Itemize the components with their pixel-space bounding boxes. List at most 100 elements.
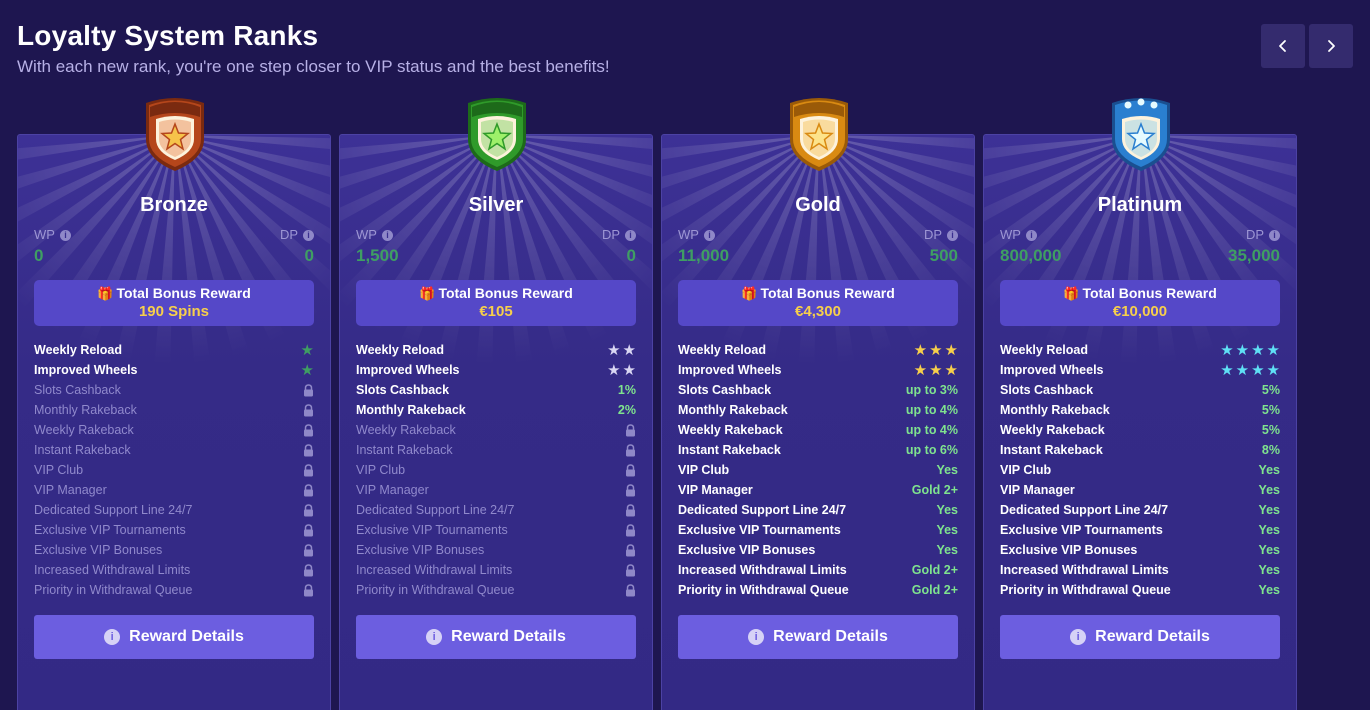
benefit-row: Priority in Withdrawal Queue Yes bbox=[1000, 580, 1280, 600]
reward-details-label: Reward Details bbox=[1095, 628, 1210, 645]
benefit-value: 5% bbox=[1261, 423, 1280, 437]
benefit-name: VIP Club bbox=[678, 463, 730, 477]
wp-label-text: WP bbox=[356, 227, 377, 242]
benefit-row: Increased Withdrawal Limits bbox=[356, 560, 636, 580]
benefit-name: Priority in Withdrawal Queue bbox=[356, 583, 515, 597]
lock-icon bbox=[626, 503, 635, 516]
benefit-value: Yes bbox=[936, 463, 958, 477]
total-bonus-label: 🎁 Total Bonus Reward bbox=[1000, 285, 1280, 302]
dp-value: 0 bbox=[304, 246, 314, 265]
benefit-name: Exclusive VIP Tournaments bbox=[678, 523, 841, 537]
benefit-row: Improved Wheels ★ ★ ★ bbox=[678, 360, 958, 380]
benefit-name: Instant Rakeback bbox=[34, 443, 131, 457]
info-icon: i bbox=[1070, 629, 1087, 645]
info-icon[interactable]: i bbox=[703, 229, 715, 241]
wp-label-text: WP bbox=[34, 227, 55, 242]
benefit-name: VIP Club bbox=[1000, 463, 1052, 477]
benefit-name: Priority in Withdrawal Queue bbox=[678, 583, 849, 597]
info-icon[interactable]: i bbox=[1025, 229, 1037, 241]
info-icon[interactable]: i bbox=[59, 229, 71, 241]
star-icon: ★ bbox=[300, 361, 314, 379]
benefit-name: Increased Withdrawal Limits bbox=[678, 563, 847, 577]
benefit-row: Priority in Withdrawal Queue bbox=[34, 580, 314, 600]
benefit-row: VIP Manager bbox=[34, 480, 314, 500]
star-icon: ★ bbox=[1251, 361, 1265, 379]
dp-value: 35,000 bbox=[1228, 246, 1280, 265]
benefit-name: Slots Cashback bbox=[678, 383, 772, 397]
dp-block: DP i 0 bbox=[602, 227, 636, 266]
star-icon: ★ bbox=[300, 341, 314, 359]
wp-value: 11,000 bbox=[678, 246, 730, 265]
points-row: WP i 800,000 DP i 35,000 bbox=[1000, 227, 1280, 266]
benefit-name: Priority in Withdrawal Queue bbox=[1000, 583, 1171, 597]
benefit-row: Exclusive VIP Tournaments Yes bbox=[1000, 520, 1280, 540]
benefit-value: Yes bbox=[936, 503, 958, 517]
info-icon[interactable]: i bbox=[625, 229, 636, 241]
prev-button[interactable] bbox=[1261, 24, 1305, 68]
stars-rating: ★ ★ bbox=[607, 363, 636, 378]
info-icon[interactable]: i bbox=[381, 229, 393, 241]
benefit-row: Exclusive VIP Bonuses bbox=[356, 540, 636, 560]
reward-details-button[interactable]: i Reward Details bbox=[356, 615, 636, 659]
benefit-name: Exclusive VIP Bonuses bbox=[34, 543, 163, 557]
info-icon[interactable]: i bbox=[1269, 229, 1280, 241]
wp-value: 1,500 bbox=[356, 246, 399, 265]
benefit-value: Yes bbox=[1258, 543, 1280, 557]
page-header: Loyalty System Ranks With each new rank,… bbox=[17, 20, 610, 78]
benefit-name: Exclusive VIP Tournaments bbox=[356, 523, 508, 537]
stars-rating: ★ bbox=[301, 363, 314, 378]
benefit-name: Increased Withdrawal Limits bbox=[34, 563, 191, 577]
benefit-row: Weekly Reload ★ ★ ★ bbox=[678, 340, 958, 360]
benefit-row: Dedicated Support Line 24/7 Yes bbox=[1000, 500, 1280, 520]
info-icon: i bbox=[748, 629, 765, 645]
lock-icon bbox=[626, 523, 635, 536]
benefit-row: Exclusive VIP Tournaments bbox=[356, 520, 636, 540]
dp-label: DP i bbox=[602, 227, 636, 243]
benefit-name: Weekly Reload bbox=[356, 343, 445, 357]
benefit-row: VIP Manager Yes bbox=[1000, 480, 1280, 500]
wp-block: WP i 11,000 bbox=[678, 227, 729, 266]
rank-name: Silver bbox=[468, 194, 524, 216]
star-icon: ★ bbox=[1266, 341, 1280, 359]
benefit-row: VIP Manager bbox=[356, 480, 636, 500]
rank-name: Bronze bbox=[140, 194, 208, 216]
wp-block: WP i 1,500 bbox=[356, 227, 399, 266]
chevron-left-icon bbox=[1279, 40, 1286, 52]
rank-card-gold: Gold WP i 11,000 DP i 500 🎁 Total Bonus Rew… bbox=[661, 98, 975, 710]
benefit-row: Dedicated Support Line 24/7 bbox=[34, 500, 314, 520]
benefit-row: Improved Wheels ★ ★ ★ ★ bbox=[1000, 360, 1280, 380]
lock-icon bbox=[304, 463, 313, 476]
benefit-row: Monthly Rakeback up to 4% bbox=[678, 400, 958, 420]
star-icon: ★ bbox=[913, 361, 928, 379]
star-icon: ★ bbox=[929, 341, 943, 359]
star-icon: ★ bbox=[607, 361, 621, 379]
benefit-row: VIP Manager Gold 2+ bbox=[678, 480, 958, 500]
info-icon[interactable]: i bbox=[303, 229, 314, 241]
page-title: Loyalty System Ranks bbox=[17, 20, 319, 51]
wp-block: WP i 0 bbox=[34, 227, 71, 266]
benefit-name: Dedicated Support Line 24/7 bbox=[356, 503, 515, 517]
next-button[interactable] bbox=[1309, 24, 1353, 68]
total-bonus-text: Total Bonus Reward bbox=[760, 285, 895, 301]
page-subtitle: With each new rank, you're one step clos… bbox=[17, 57, 610, 76]
reward-details-button[interactable]: i Reward Details bbox=[678, 615, 958, 659]
benefit-name: Improved Wheels bbox=[1000, 363, 1104, 377]
reward-details-button[interactable]: i Reward Details bbox=[34, 615, 314, 659]
total-bonus-value: €4,300 bbox=[795, 303, 841, 320]
rank-badge-icon bbox=[790, 98, 848, 171]
benefit-name: Exclusive VIP Tournaments bbox=[1000, 523, 1163, 537]
reward-details-label: Reward Details bbox=[773, 628, 888, 645]
benefit-name: Dedicated Support Line 24/7 bbox=[678, 503, 847, 517]
rank-cards: Bronze WP i 0 DP i 0 🎁 Total Bonus Reward 1… bbox=[17, 94, 1297, 710]
benefit-row: Exclusive VIP Tournaments bbox=[34, 520, 314, 540]
reward-details-button[interactable]: i Reward Details bbox=[1000, 615, 1280, 659]
info-icon[interactable]: i bbox=[947, 229, 958, 241]
dp-block: DP i 35,000 bbox=[1228, 227, 1280, 266]
dp-value: 500 bbox=[929, 246, 958, 265]
points-row: WP i 0 DP i 0 bbox=[34, 227, 314, 266]
benefit-name: Priority in Withdrawal Queue bbox=[34, 583, 193, 597]
benefit-name: Dedicated Support Line 24/7 bbox=[34, 503, 193, 517]
dp-label-text: DP bbox=[601, 227, 620, 242]
lock-icon bbox=[304, 543, 313, 556]
benefit-row: Dedicated Support Line 24/7 bbox=[356, 500, 636, 520]
